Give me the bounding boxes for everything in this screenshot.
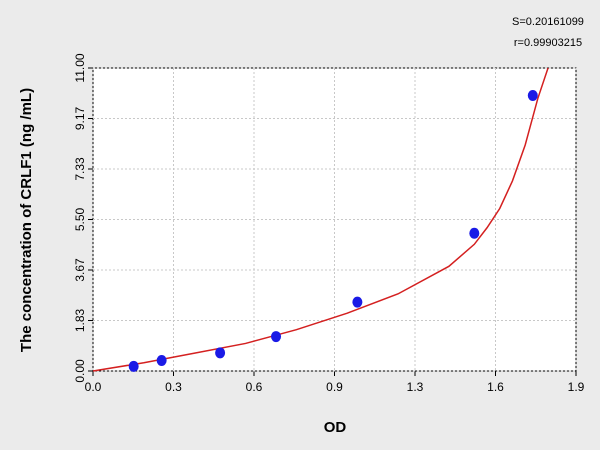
y-tick-label: 11.00 [73,53,87,82]
x-tick-label: 0.9 [326,380,343,394]
annotation: S=0.20161099 [512,16,584,28]
x-tick-label: 1.9 [568,380,585,394]
x-tick-label: 1.3 [407,380,424,394]
data-point [128,360,139,372]
y-tick-label: 7.33 [73,157,87,181]
data-point [156,355,167,367]
y-axis-label: The concentration of CRLF1 (ng /mL) [18,88,35,352]
y-tick-label: 1.83 [73,308,87,332]
x-tick-label: 0.6 [246,380,263,394]
x-axis-label: OD [324,419,347,436]
data-point [271,331,282,343]
data-point [527,90,538,102]
data-point [469,227,480,239]
fit-curve [92,67,549,372]
x-tick-label: 0.3 [165,380,182,394]
y-tick-label: 5.50 [73,207,87,231]
annotation: r=0.99903215 [514,37,582,49]
y-tick-label: 9.17 [73,106,87,130]
data-point [352,296,363,308]
data-point [215,347,226,359]
x-tick-label: 1.6 [487,380,504,394]
y-tick-label: 3.67 [73,258,87,282]
x-tick-label: 0.0 [85,380,102,394]
y-tick-label: 0.00 [73,359,87,383]
